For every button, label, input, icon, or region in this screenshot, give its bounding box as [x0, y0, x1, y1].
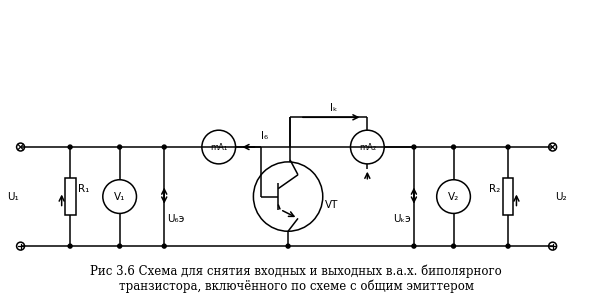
- Text: R₁: R₁: [78, 184, 89, 194]
- Bar: [65, 178, 75, 215]
- Text: Рис 3.6 Схема для снятия входных и выходных в.а.х. биполярного
транзистора, вклю: Рис 3.6 Схема для снятия входных и выход…: [90, 264, 502, 293]
- Text: mA₂: mA₂: [359, 143, 376, 152]
- Bar: [503, 178, 514, 215]
- Circle shape: [117, 244, 122, 248]
- Circle shape: [68, 244, 72, 248]
- Circle shape: [286, 244, 290, 248]
- Circle shape: [162, 244, 166, 248]
- Circle shape: [451, 145, 455, 149]
- Circle shape: [506, 145, 510, 149]
- Circle shape: [412, 145, 416, 149]
- Text: mA₁: mA₁: [210, 143, 227, 152]
- Text: U₆э: U₆э: [167, 214, 184, 224]
- Text: R₂: R₂: [489, 184, 500, 194]
- Circle shape: [412, 244, 416, 248]
- Text: V₂: V₂: [448, 191, 459, 201]
- Circle shape: [162, 145, 166, 149]
- Circle shape: [68, 145, 72, 149]
- Circle shape: [451, 244, 455, 248]
- Text: Uₖэ: Uₖэ: [393, 214, 411, 224]
- Circle shape: [117, 145, 122, 149]
- Text: V₁: V₁: [114, 191, 125, 201]
- Text: I₆: I₆: [262, 131, 269, 141]
- Text: U₂: U₂: [556, 191, 568, 201]
- Circle shape: [506, 244, 510, 248]
- Text: Iₖ: Iₖ: [330, 103, 337, 113]
- Text: U₁: U₁: [7, 191, 18, 201]
- Text: VT: VT: [325, 200, 338, 210]
